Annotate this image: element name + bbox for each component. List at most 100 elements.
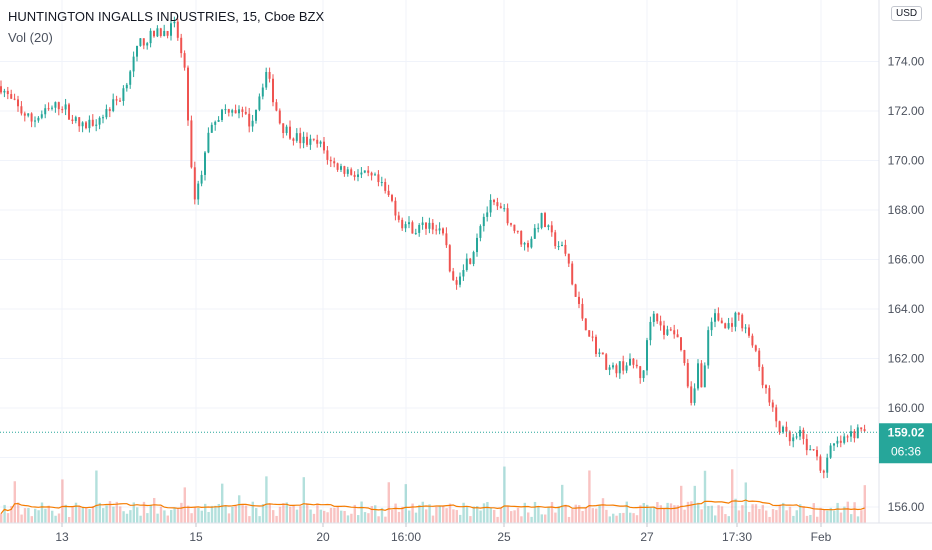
candle-body <box>554 232 557 247</box>
volume-bar <box>595 508 598 523</box>
volume-bar <box>428 504 431 523</box>
candle-body <box>115 99 118 101</box>
candle-body <box>119 100 121 102</box>
candle-body <box>737 312 740 315</box>
candle-body <box>853 431 856 439</box>
volume-bar <box>207 512 210 523</box>
candle-body <box>404 224 407 229</box>
candlestick-series <box>0 16 866 479</box>
candle-body <box>635 364 638 367</box>
volume-bar <box>520 516 523 523</box>
candle-body <box>788 431 791 442</box>
volume-bar <box>353 504 356 523</box>
volume-bar <box>727 516 730 523</box>
candle-body <box>95 124 98 126</box>
candle-body <box>197 183 200 200</box>
candle-body <box>533 228 536 239</box>
chart-title: HUNTINGTON INGALLS INDUSTRIES, 15, Cboe … <box>8 9 325 24</box>
volume-bar <box>499 507 503 523</box>
time-tick-label: 13 <box>55 530 69 544</box>
candle-body <box>384 182 387 191</box>
volume-bar <box>761 504 764 523</box>
volume-bar <box>615 515 618 523</box>
currency-button[interactable]: USD <box>891 6 923 21</box>
candle-body <box>673 330 676 335</box>
candle-body <box>846 436 849 438</box>
volume-bar <box>673 505 676 523</box>
volume-bar <box>462 502 465 523</box>
volume-bar <box>744 482 747 523</box>
volume-bar <box>751 504 754 523</box>
volume-bar <box>380 507 384 523</box>
volume-bar <box>323 510 326 523</box>
candle-body <box>238 109 240 114</box>
candle-body <box>805 438 808 451</box>
candle-body <box>561 244 563 247</box>
volume-bar <box>132 502 135 523</box>
candle-body <box>782 426 784 433</box>
volume-bar <box>758 508 761 523</box>
candle-body <box>91 119 94 126</box>
candle-body <box>241 109 244 112</box>
candle-body <box>547 225 550 227</box>
candle-body <box>414 232 417 234</box>
candle-body <box>193 167 196 200</box>
time-axis[interactable]: 13 15 20 16:00 25 27 17:30 Feb <box>55 523 832 544</box>
volume-bar <box>788 506 792 523</box>
volume-bar <box>802 506 805 523</box>
volume-bar <box>601 498 605 523</box>
volume-bar <box>843 506 846 523</box>
volume-bar <box>459 514 462 523</box>
candle-body <box>768 388 771 403</box>
candle-body <box>754 345 757 351</box>
candle-body <box>200 174 203 184</box>
candle-body <box>860 427 863 430</box>
volume-bar <box>173 507 176 523</box>
volume-bar <box>564 504 567 523</box>
volume-bar <box>482 503 486 523</box>
volume-bar <box>234 505 237 523</box>
candle-body <box>625 365 628 371</box>
candle-body <box>227 109 230 113</box>
volume-bar <box>455 510 458 523</box>
volume-bar <box>187 505 190 523</box>
volume-bar <box>401 506 404 523</box>
volume-bar <box>720 506 724 523</box>
candle-body <box>574 284 577 297</box>
candle-body <box>598 352 601 354</box>
candle-body <box>741 314 744 329</box>
candle-body <box>289 126 291 139</box>
volume-bar <box>394 503 397 523</box>
candle-body <box>102 117 104 119</box>
volume-bar <box>618 513 622 523</box>
grid-lines <box>0 0 879 523</box>
volume-bar <box>812 503 815 523</box>
candle-body <box>81 122 84 127</box>
volume-bar <box>448 503 452 523</box>
candle-body <box>306 136 308 145</box>
volume-bar <box>159 506 163 523</box>
volume-bar <box>639 505 642 523</box>
volume-bar <box>591 508 594 523</box>
volume-bar <box>112 506 115 523</box>
volume-bar <box>289 506 292 523</box>
volume-indicator-label[interactable]: Vol (20) <box>8 30 53 45</box>
candle-body <box>387 190 390 196</box>
candle-body <box>326 150 329 160</box>
volume-bar <box>561 484 564 523</box>
time-tick-label: 15 <box>189 530 203 544</box>
volume-bar <box>632 513 635 523</box>
candle-body <box>819 456 822 471</box>
volume-bar <box>683 509 686 523</box>
candle-body <box>302 136 305 144</box>
volume-bar <box>343 510 346 523</box>
candle-body <box>47 108 50 110</box>
candle-body <box>703 365 706 388</box>
volume-bar <box>816 516 819 523</box>
volume-bar <box>703 470 707 523</box>
candle-body <box>261 87 264 97</box>
candle-body <box>513 224 516 231</box>
volume-bar <box>316 503 319 523</box>
